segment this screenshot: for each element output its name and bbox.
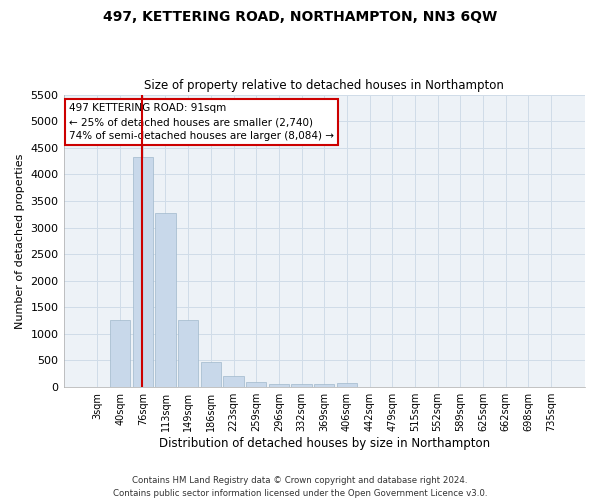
Bar [200, 362, 221, 387]
Bar [223, 376, 244, 387]
Bar [269, 384, 289, 387]
Text: 497 KETTERING ROAD: 91sqm
← 25% of detached houses are smaller (2,740)
74% of se: 497 KETTERING ROAD: 91sqm ← 25% of detac… [69, 104, 334, 142]
X-axis label: Distribution of detached houses by size in Northampton: Distribution of detached houses by size … [159, 437, 490, 450]
Bar [337, 384, 357, 387]
Bar [292, 384, 312, 387]
Bar [246, 382, 266, 387]
Bar [110, 320, 130, 387]
Text: 497, KETTERING ROAD, NORTHAMPTON, NN3 6QW: 497, KETTERING ROAD, NORTHAMPTON, NN3 6Q… [103, 10, 497, 24]
Bar [133, 157, 153, 387]
Bar [178, 320, 199, 387]
Y-axis label: Number of detached properties: Number of detached properties [15, 153, 25, 328]
Text: Contains HM Land Registry data © Crown copyright and database right 2024.
Contai: Contains HM Land Registry data © Crown c… [113, 476, 487, 498]
Bar [314, 384, 334, 387]
Bar [155, 212, 176, 387]
Title: Size of property relative to detached houses in Northampton: Size of property relative to detached ho… [145, 79, 504, 92]
